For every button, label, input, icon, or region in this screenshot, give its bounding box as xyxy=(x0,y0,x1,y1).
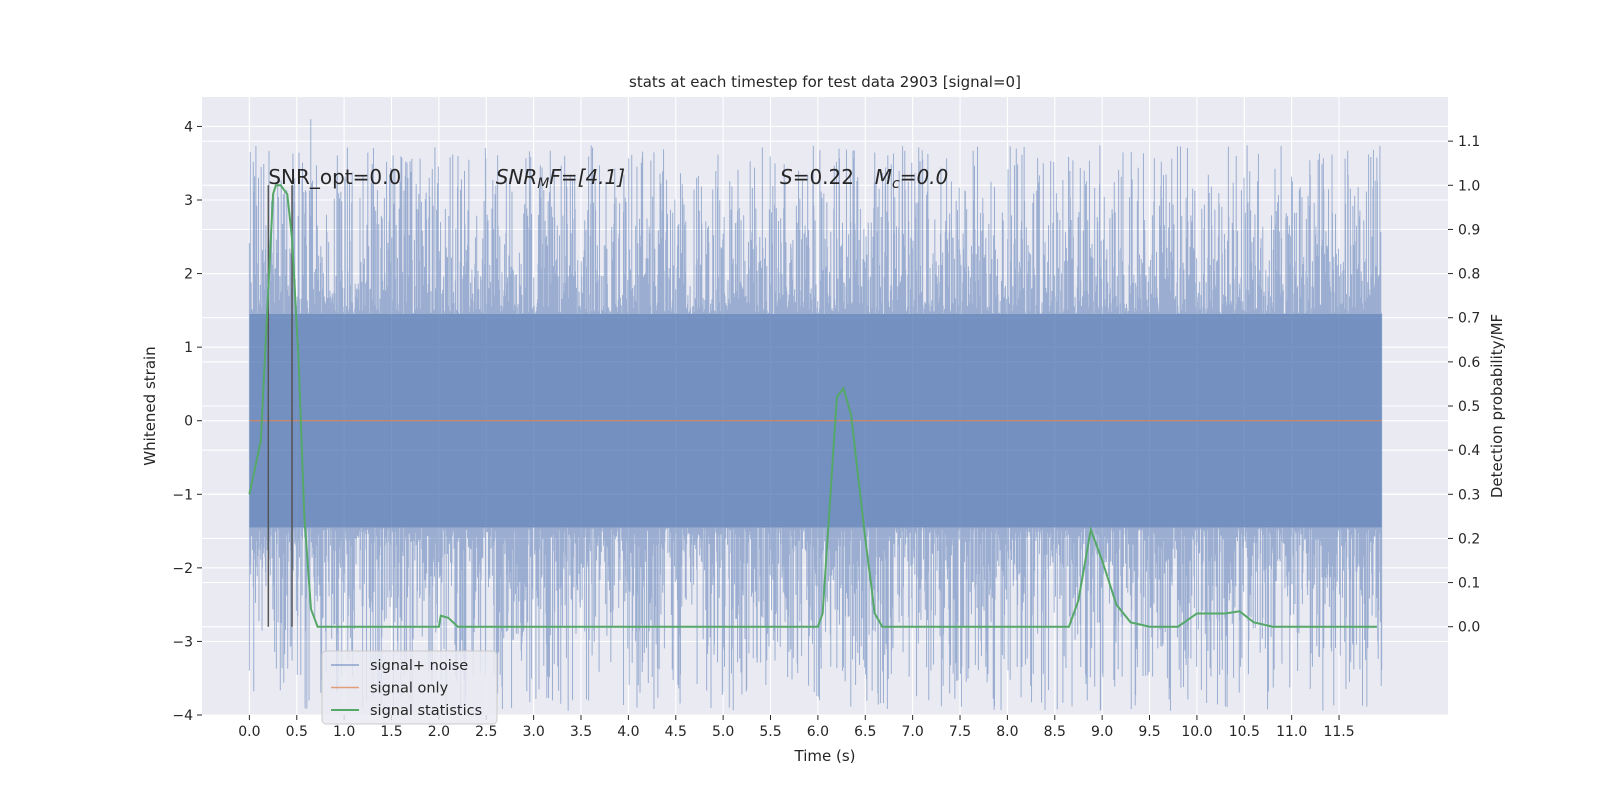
y-tick-label-right: 0.0 xyxy=(1458,620,1480,636)
annotation-main: SNR_opt=0.0 xyxy=(268,165,401,189)
y-tick-label-left: −3 xyxy=(172,634,193,650)
x-tick-label: 2.0 xyxy=(428,724,450,740)
annotations: SNR_opt=0.0 SNRMF=[4.1] S=0.22 Mc=0.0 xyxy=(268,165,948,192)
x-tick-label: 5.0 xyxy=(712,724,734,740)
x-tick-label: 3.5 xyxy=(570,724,592,740)
x-tick-label: 10.0 xyxy=(1181,724,1212,740)
annotation-value: =0.22 xyxy=(793,165,854,189)
y-tick-label-right: 0.4 xyxy=(1458,443,1480,459)
y-tick-label-left: −2 xyxy=(172,561,193,577)
y-tick-label-right: 1.1 xyxy=(1458,134,1480,150)
y-tick-label-left: 2 xyxy=(184,267,193,283)
y-tick-label-left: 1 xyxy=(184,340,193,356)
y-tick-label-right: 0.3 xyxy=(1458,487,1480,503)
annotation-text: Mc=0.0 xyxy=(875,165,949,192)
x-tick-label: 11.5 xyxy=(1323,724,1354,740)
x-tick-label: 9.5 xyxy=(1138,724,1160,740)
x-tick-label: 1.5 xyxy=(380,724,402,740)
x-tick-label: 4.5 xyxy=(665,724,687,740)
x-axis-label: Time (s) xyxy=(794,747,856,765)
x-tick-label: 9.0 xyxy=(1091,724,1113,740)
x-tick-label: 6.5 xyxy=(854,724,876,740)
annotation-main: M xyxy=(875,165,892,189)
y-axis-label-left: Whitened strain xyxy=(141,346,159,465)
x-tick-label: 5.5 xyxy=(759,724,781,740)
annotation-text: S=0.22 xyxy=(780,165,854,189)
annotation-main: S xyxy=(780,165,793,189)
x-tick-label: 6.0 xyxy=(807,724,829,740)
annotation-value: F=[4.1] xyxy=(549,165,625,189)
annotation-value: =0.0 xyxy=(900,165,949,189)
x-tick-label: 8.0 xyxy=(996,724,1018,740)
signal-statistics-series xyxy=(248,184,1377,628)
x-tick-label: 1.0 xyxy=(333,724,355,740)
axes-ticks: 0.0 0.5 1.0 1.5 2.0 2.5 3.0 3.5 4.0 4.5 5.0 5.5 6.0 6… xyxy=(172,119,1480,740)
legend-box xyxy=(321,650,498,725)
x-tick-label: 2.5 xyxy=(475,724,497,740)
y-tick-label-left: 0 xyxy=(184,414,193,430)
y-tick-label-right: 0.7 xyxy=(1458,311,1480,327)
y-tick-label-left: 4 xyxy=(184,119,193,135)
y-tick-label-right: 0.5 xyxy=(1458,399,1480,415)
y-tick-label-right: 0.1 xyxy=(1458,576,1480,592)
y-tick-label-right: 0.9 xyxy=(1458,222,1480,238)
legend-label: signal only xyxy=(370,681,449,697)
annotation-text: SNR_opt=0.0 xyxy=(268,165,401,189)
x-tick-label: 4.0 xyxy=(617,724,639,740)
x-tick-label: 8.5 xyxy=(1044,724,1066,740)
y-tick-label-left: −1 xyxy=(172,487,193,503)
vertical-markers xyxy=(267,185,293,627)
x-tick-label: 0.0 xyxy=(238,724,260,740)
x-tick-label: 0.5 xyxy=(286,724,308,740)
y-tick-label-left: −4 xyxy=(172,708,193,724)
legend-label: signal statistics xyxy=(370,703,482,719)
y-tick-label-right: 1.0 xyxy=(1458,178,1480,194)
annotation-subscript: M xyxy=(537,176,549,192)
signal-statistics-line xyxy=(248,184,1377,628)
legend: signal+ noise signal only signal statistic… xyxy=(321,650,498,725)
x-tick-label: 3.0 xyxy=(523,724,545,740)
x-tick-label: 7.5 xyxy=(949,724,971,740)
annotation-text: SNRMF=[4.1] xyxy=(496,165,625,192)
y-tick-label-right: 0.2 xyxy=(1458,531,1480,547)
x-tick-label: 10.5 xyxy=(1229,724,1260,740)
y-tick-label-left: 3 xyxy=(184,193,193,209)
y-axis-label-right: Detection probability/MF xyxy=(1488,314,1506,498)
annotation-main: SNR xyxy=(496,165,538,189)
annotation-subscript: c xyxy=(892,176,900,192)
x-tick-label: 11.0 xyxy=(1276,724,1307,740)
y-tick-label-right: 0.6 xyxy=(1458,355,1480,371)
x-tick-label: 7.0 xyxy=(902,724,924,740)
chart-title: stats at each timestep for test data 290… xyxy=(629,73,1021,91)
legend-label: signal+ noise xyxy=(370,658,468,674)
y-tick-label-right: 0.8 xyxy=(1458,267,1480,283)
